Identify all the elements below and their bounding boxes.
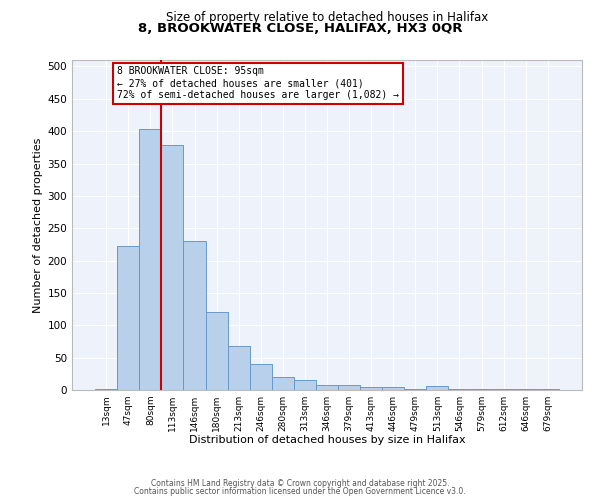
Bar <box>360 387 382 390</box>
Text: Contains public sector information licensed under the Open Government Licence v3: Contains public sector information licen… <box>134 487 466 496</box>
Bar <box>206 312 227 390</box>
Bar <box>161 146 184 390</box>
Bar <box>404 388 427 390</box>
Bar <box>227 346 250 390</box>
Bar <box>427 386 448 390</box>
Bar <box>382 387 404 390</box>
Bar <box>338 385 360 390</box>
Bar <box>316 385 338 390</box>
Bar <box>139 129 161 390</box>
Title: Size of property relative to detached houses in Halifax: Size of property relative to detached ho… <box>166 11 488 24</box>
Bar <box>294 380 316 390</box>
Bar <box>272 377 294 390</box>
Text: 8 BROOKWATER CLOSE: 95sqm
← 27% of detached houses are smaller (401)
72% of semi: 8 BROOKWATER CLOSE: 95sqm ← 27% of detac… <box>117 66 399 100</box>
Text: 8, BROOKWATER CLOSE, HALIFAX, HX3 0QR: 8, BROOKWATER CLOSE, HALIFAX, HX3 0QR <box>138 22 462 36</box>
Y-axis label: Number of detached properties: Number of detached properties <box>33 138 43 312</box>
Bar <box>250 364 272 390</box>
X-axis label: Distribution of detached houses by size in Halifax: Distribution of detached houses by size … <box>188 436 466 446</box>
Text: Contains HM Land Registry data © Crown copyright and database right 2025.: Contains HM Land Registry data © Crown c… <box>151 478 449 488</box>
Bar <box>95 388 117 390</box>
Bar <box>117 246 139 390</box>
Bar <box>184 240 206 390</box>
